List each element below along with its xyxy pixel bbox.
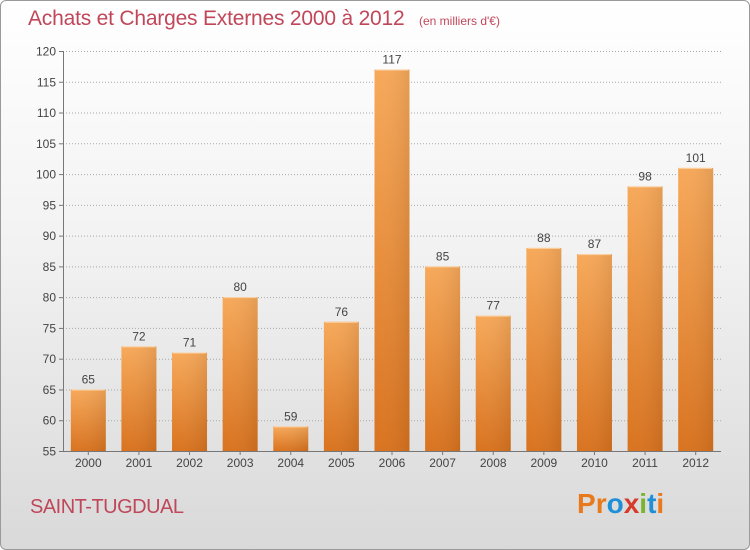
bar-value-label: 85 — [436, 249, 450, 263]
bar-value-label: 88 — [537, 231, 551, 245]
y-tick-label: 60 — [43, 414, 57, 428]
chart-title: Achats et Charges Externes 2000 à 2012 — [28, 7, 405, 30]
bar-value-label: 71 — [183, 336, 197, 350]
x-tick-label: 2007 — [429, 456, 456, 470]
bar-value-label: 65 — [82, 372, 96, 386]
bar-value-label: 101 — [686, 151, 706, 165]
x-tick-label: 2012 — [682, 456, 709, 470]
x-tick-label: 2001 — [126, 456, 153, 470]
bar-value-label: 76 — [335, 305, 349, 319]
bar-shading — [70, 389, 106, 451]
bar-value-label: 87 — [588, 237, 602, 251]
y-tick-label: 115 — [37, 75, 56, 89]
x-tick-label: 2003 — [227, 456, 254, 470]
logo-letter: P — [577, 488, 596, 519]
logo-letter: i — [656, 488, 665, 519]
y-tick-label: 100 — [36, 168, 56, 182]
proxiti-logo[interactable]: Proxiti — [577, 488, 664, 520]
y-tick-label: 75 — [43, 321, 57, 335]
logo-letter: r — [595, 488, 607, 519]
x-tick-label: 2011 — [632, 456, 658, 470]
x-tick-label: 2004 — [277, 456, 304, 470]
y-tick-label: 80 — [43, 291, 57, 305]
bar-value-label: 98 — [638, 169, 652, 183]
bar-value-label: 72 — [132, 329, 146, 343]
y-tick-label: 120 — [36, 45, 56, 59]
bar-shading — [121, 346, 157, 451]
logo-letter: x — [623, 488, 640, 519]
bar-value-label: 77 — [487, 299, 501, 313]
bar-shading — [475, 315, 511, 451]
bar-shading — [678, 167, 714, 451]
bar-shading — [273, 426, 309, 451]
y-tick-label: 110 — [37, 106, 56, 120]
x-tick-label: 2002 — [176, 456, 203, 470]
bar-value-label: 59 — [284, 409, 298, 423]
commune-name: SAINT-TUGDUAL — [30, 496, 184, 518]
y-tick-label: 105 — [36, 137, 56, 151]
logo-letter: t — [647, 488, 657, 519]
y-tick-label: 55 — [43, 445, 57, 459]
x-tick-label: 2005 — [328, 456, 355, 470]
x-tick-label: 2000 — [75, 456, 102, 470]
logo-letter: o — [606, 488, 624, 519]
logo-letter: i — [639, 488, 648, 519]
bar-shading — [172, 352, 208, 451]
x-tick-label: 2009 — [530, 456, 557, 470]
y-tick-label: 90 — [43, 229, 57, 243]
bar-shading — [526, 247, 562, 451]
y-tick-label: 70 — [43, 352, 57, 366]
y-tick-label: 65 — [43, 383, 57, 397]
x-tick-label: 2008 — [480, 456, 507, 470]
bar-shading — [374, 69, 410, 451]
bar-shading — [222, 297, 258, 451]
chart-unit-note: (en milliers d'€) — [419, 14, 500, 28]
bar-shading — [425, 266, 461, 451]
bar-value-label: 80 — [233, 280, 247, 294]
y-tick-label: 95 — [43, 198, 57, 212]
bar-value-label: 117 — [382, 52, 401, 66]
bar-shading — [627, 186, 663, 451]
x-tick-label: 2010 — [581, 456, 608, 470]
bar-shading — [323, 321, 359, 451]
x-tick-label: 2006 — [379, 456, 406, 470]
y-tick-label: 85 — [43, 260, 57, 274]
bar-shading — [576, 254, 612, 451]
